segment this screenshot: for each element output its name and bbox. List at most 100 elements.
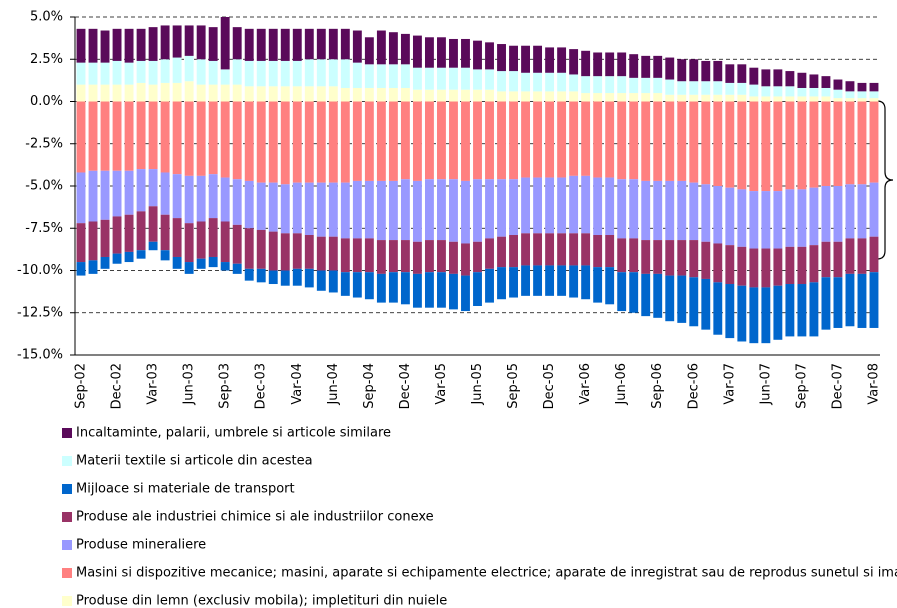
bar-segment <box>340 272 350 296</box>
bar-segment <box>449 67 458 90</box>
bar-segment <box>665 101 675 181</box>
bar-segment <box>88 101 98 171</box>
bar-segment <box>76 28 86 63</box>
bar-segment <box>112 253 122 264</box>
bar-segment <box>533 177 543 234</box>
bar-segment <box>208 27 218 61</box>
bar-segment <box>521 265 531 296</box>
bar-segment <box>605 267 615 305</box>
bar-segment <box>424 101 434 180</box>
bar-segment <box>809 187 819 246</box>
legend-swatch <box>62 596 72 606</box>
bar-segment <box>581 50 591 77</box>
bar-segment <box>677 275 687 323</box>
x-tick-label: Sep-03 <box>218 363 233 409</box>
bar-segment <box>376 180 386 241</box>
bar-segment <box>869 98 879 102</box>
bar-segment <box>689 94 699 102</box>
bar-segment <box>100 84 110 102</box>
bar-segment <box>725 94 735 102</box>
bar-segment <box>76 101 86 173</box>
bar-segment <box>244 60 254 87</box>
bar-segment <box>256 101 266 183</box>
bar-segment <box>509 45 518 72</box>
bar-segment <box>569 175 579 234</box>
bar-segment <box>352 272 362 298</box>
bar-segment <box>280 28 290 61</box>
bar-segment <box>160 82 170 102</box>
bar-segment <box>749 248 759 288</box>
bar-segment <box>292 101 302 183</box>
bar-segment <box>196 59 206 85</box>
bar-segment <box>761 287 771 344</box>
bar-segment <box>340 101 350 183</box>
bar-segment <box>76 223 86 263</box>
bar-segment <box>833 98 843 102</box>
bar-segment <box>316 270 326 291</box>
bar-segment <box>112 84 122 102</box>
bar-segment <box>761 69 771 87</box>
bar-segment <box>124 251 134 263</box>
bar-segment <box>184 223 194 263</box>
bar-segment <box>533 91 543 102</box>
x-tick-label: Jun-04 <box>326 363 341 406</box>
bar-segment <box>521 177 531 234</box>
bar-segment <box>160 101 170 173</box>
x-tick-label: Dec-04 <box>398 363 413 409</box>
bar-segment <box>256 28 266 61</box>
x-tick-label: Sep-06 <box>650 363 665 409</box>
bar-segment <box>160 172 170 215</box>
bar-segment <box>605 177 615 236</box>
legend-swatch <box>62 428 72 438</box>
bar-segment <box>569 49 579 75</box>
bar-segment <box>100 62 110 85</box>
bar-segment <box>593 177 603 236</box>
bar-segment <box>172 218 182 257</box>
bar-segment <box>629 272 639 313</box>
bar-segment <box>76 262 86 276</box>
bar-segment <box>641 77 651 94</box>
bar-segment <box>857 82 867 92</box>
bar-segment <box>485 89 494 102</box>
bar-segment <box>364 272 374 300</box>
bar-segment <box>244 228 254 269</box>
bar-segment <box>124 28 134 63</box>
bar-segment <box>76 62 86 85</box>
x-tick-label: Dec-06 <box>686 363 701 409</box>
bar-segment <box>737 246 747 286</box>
bar-segment <box>593 93 603 102</box>
bar-segment <box>437 37 446 68</box>
bar-segment <box>437 179 446 241</box>
bar-segment <box>172 57 182 83</box>
bar-segment <box>449 273 458 310</box>
bar-segment <box>653 55 663 78</box>
bar-segment <box>364 64 374 88</box>
bar-segment <box>689 240 699 278</box>
bar-segment <box>713 94 723 102</box>
bar-segment <box>581 175 591 234</box>
bar-segment <box>316 182 326 237</box>
bar-segment <box>100 256 110 269</box>
bar-segment <box>521 101 531 178</box>
bar-segment <box>641 180 651 241</box>
bar-segment <box>256 182 266 230</box>
bar-segment <box>220 221 230 263</box>
bar-segment <box>449 241 458 274</box>
bar-segment <box>809 245 819 283</box>
bar-segment <box>581 93 591 102</box>
bar-segment <box>521 233 531 266</box>
bar-segment <box>737 189 747 247</box>
bar-segment <box>629 77 639 94</box>
bar-segment <box>701 94 711 102</box>
bar-segment <box>328 182 338 237</box>
bar-segment <box>196 221 206 259</box>
bar-segment <box>88 170 98 222</box>
bar-segment <box>605 93 615 102</box>
bar-segment <box>220 17 230 70</box>
bar-segment <box>725 187 735 246</box>
bar-segment <box>400 272 410 305</box>
bar-segment <box>809 74 819 88</box>
bar-segment <box>581 76 591 94</box>
bar-segment <box>857 238 867 274</box>
bar-segment <box>593 52 603 77</box>
